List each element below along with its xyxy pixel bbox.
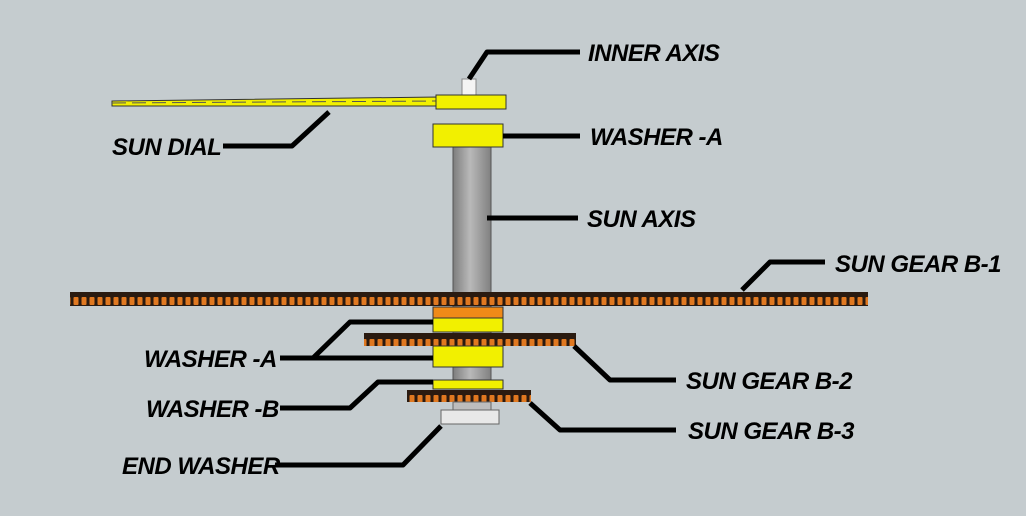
leader-washer-b <box>280 379 433 411</box>
washer-a-upper-band <box>432 317 504 333</box>
leader-sun-gear-b3 <box>528 401 676 433</box>
leader-sun-gear-b2 <box>572 344 676 383</box>
label-inner-axis: INNER AXIS <box>588 40 720 67</box>
washer-b <box>432 379 504 390</box>
orange-washer <box>432 306 504 319</box>
label-sun-gear-b2: SUN GEAR B-2 <box>686 368 853 395</box>
sun-gear-b3 <box>407 390 531 402</box>
leader-washer-a-bottom-1 <box>280 319 433 361</box>
washer-a-bottom <box>432 345 504 368</box>
leader-inner-axis <box>466 49 580 81</box>
washer-a-top <box>432 123 504 148</box>
leader-end-washer <box>275 424 443 468</box>
label-washer-a-bottom: WASHER -A <box>144 346 277 373</box>
label-sun-dial: SUN DIAL <box>112 134 221 161</box>
label-sun-axis: SUN AXIS <box>587 206 696 233</box>
label-washer-a-top: WASHER -A <box>590 124 723 151</box>
label-washer-b: WASHER -B <box>146 396 279 423</box>
sun-gear-b1 <box>70 292 868 306</box>
sun-gear-b2 <box>364 333 576 346</box>
label-sun-gear-b3: SUN GEAR B-3 <box>688 418 855 445</box>
leader-sun-dial <box>223 110 331 149</box>
label-end-washer: END WASHER <box>122 453 281 480</box>
end-washer <box>440 401 500 425</box>
sun-dial <box>111 94 507 110</box>
leader-sun-gear-b1 <box>740 259 825 292</box>
label-sun-gear-b1: SUN GEAR B-1 <box>835 251 1001 278</box>
